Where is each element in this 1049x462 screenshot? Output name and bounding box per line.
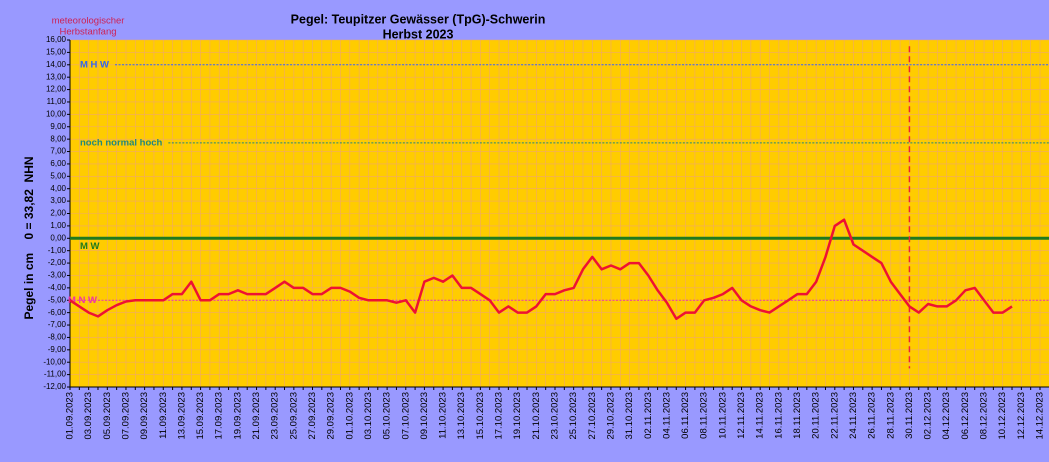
annotation: meteorologischer (52, 16, 125, 27)
x-tick-label: 19.09.2023 (232, 392, 243, 440)
x-tick-label: 21.10.2023 (531, 392, 542, 440)
reference-label: noch normal hoch (80, 137, 163, 148)
x-tick-label: 15.09.2023 (195, 392, 206, 440)
x-tick-label: 31.10.2023 (624, 392, 635, 440)
x-tick-label: 13.09.2023 (176, 392, 187, 440)
y-tick-label: 0,00 (50, 233, 66, 242)
x-tick-label: 22.11.2023 (829, 392, 840, 439)
y-tick-label: -12,00 (43, 382, 66, 391)
x-tick-label: 23.10.2023 (550, 392, 561, 440)
y-tick-label: 12,00 (46, 85, 67, 94)
y-tick-label: 14,00 (46, 60, 67, 69)
y-tick-label: -2,00 (48, 258, 67, 267)
x-tick-label: 27.10.2023 (587, 392, 598, 440)
x-tick-label: 18.11.2023 (792, 392, 803, 439)
y-tick-label: -4,00 (48, 283, 67, 292)
x-tick-label: 08.12.2023 (979, 392, 990, 440)
x-tick-label: 28.11.2023 (885, 392, 896, 439)
x-tick-label: 30.11.2023 (904, 392, 915, 439)
y-tick-label: 8,00 (50, 134, 66, 143)
x-tick-label: 14.11.2023 (755, 392, 766, 439)
x-tick-label: 11.10.2023 (438, 392, 449, 439)
x-tick-label: 04.12.2023 (941, 392, 952, 440)
x-tick-label: 10.11.2023 (717, 392, 728, 439)
x-tick-label: 01.09.2023 (65, 392, 76, 440)
x-tick-label: 29.10.2023 (605, 392, 616, 440)
y-tick-label: 9,00 (50, 122, 66, 131)
x-tick-label: 07.09.2023 (120, 392, 131, 440)
y-tick-label: 2,00 (50, 209, 66, 218)
x-tick-label: 29.09.2023 (326, 392, 337, 440)
x-tick-label: 01.10.2023 (344, 392, 355, 440)
y-tick-label: -11,00 (44, 370, 67, 379)
chart-subtitle: Herbst 2023 (383, 27, 454, 41)
x-tick-label: 26.11.2023 (867, 392, 878, 439)
x-tick-label: 10.12.2023 (997, 392, 1008, 440)
y-tick-label: 3,00 (50, 196, 66, 205)
x-tick-label: 03.10.2023 (363, 392, 374, 440)
x-tick-label: 07.10.2023 (400, 392, 411, 440)
x-tick-label: 02.12.2023 (923, 392, 934, 440)
y-tick-label: -7,00 (48, 320, 67, 329)
x-tick-label: 08.11.2023 (699, 392, 710, 439)
y-tick-label: 11,00 (47, 97, 67, 106)
x-tick-label: 02.11.2023 (643, 392, 654, 439)
x-tick-label: 24.11.2023 (848, 392, 859, 439)
y-axis-label: Pegel in cm 0 = 33,82 NHN (22, 156, 36, 319)
x-tick-label: 12.11.2023 (736, 392, 747, 439)
y-tick-label: -6,00 (48, 308, 67, 317)
reference-label: M H W (80, 59, 109, 70)
x-tick-label: 21.09.2023 (251, 392, 262, 440)
x-tick-label: 17.10.2023 (494, 392, 505, 440)
y-tick-label: 6,00 (50, 159, 66, 168)
y-tick-label: 10,00 (46, 109, 67, 118)
y-tick-label: -5,00 (48, 295, 67, 304)
y-tick-label: -10,00 (43, 357, 66, 366)
x-tick-label: 03.09.2023 (83, 392, 94, 440)
x-tick-label: 09.10.2023 (419, 392, 430, 440)
x-tick-label: 11.09.2023 (158, 392, 169, 439)
y-tick-label: 7,00 (50, 147, 66, 156)
y-tick-label: 5,00 (50, 171, 66, 180)
x-tick-label: 17.09.2023 (214, 392, 225, 440)
y-tick-label: -3,00 (48, 271, 67, 280)
x-tick-label: 23.09.2023 (270, 392, 281, 440)
x-tick-label: 09.09.2023 (139, 392, 150, 440)
annotation: Herbstanfang (59, 27, 116, 38)
y-tick-label: 1,00 (50, 221, 66, 230)
y-tick-label: 16,00 (46, 35, 67, 44)
x-tick-label: 25.10.2023 (568, 392, 579, 440)
x-tick-label: 27.09.2023 (307, 392, 318, 440)
x-tick-label: 13.10.2023 (456, 392, 467, 440)
x-tick-label: 04.11.2023 (661, 392, 672, 439)
reference-label: M N W (68, 295, 97, 306)
x-tick-label: 05.10.2023 (382, 392, 393, 440)
x-tick-label: 15.10.2023 (475, 392, 486, 440)
y-tick-label: -8,00 (48, 333, 67, 342)
x-tick-label: 14.12.2023 (1035, 392, 1046, 440)
y-tick-label: -1,00 (48, 246, 67, 255)
reference-label: M W (80, 241, 100, 252)
x-tick-label: 25.09.2023 (288, 392, 299, 440)
x-tick-label: 05.09.2023 (102, 392, 113, 440)
y-tick-label: 15,00 (46, 48, 67, 57)
x-tick-label: 19.10.2023 (512, 392, 523, 440)
x-tick-label: 06.11.2023 (680, 392, 691, 439)
y-tick-label: 4,00 (50, 184, 66, 193)
chart-title: Pegel: Teupitzer Gewässer (TpG)-Schwerin (291, 12, 546, 26)
y-tick-label: -9,00 (48, 345, 67, 354)
x-tick-label: 16.11.2023 (773, 392, 784, 439)
x-tick-label: 12.12.2023 (1016, 392, 1027, 440)
data-line (69, 218, 1013, 321)
x-tick-label: 06.12.2023 (960, 392, 971, 440)
y-tick-label: 13,00 (46, 72, 67, 81)
x-tick-label: 20.11.2023 (811, 392, 822, 439)
